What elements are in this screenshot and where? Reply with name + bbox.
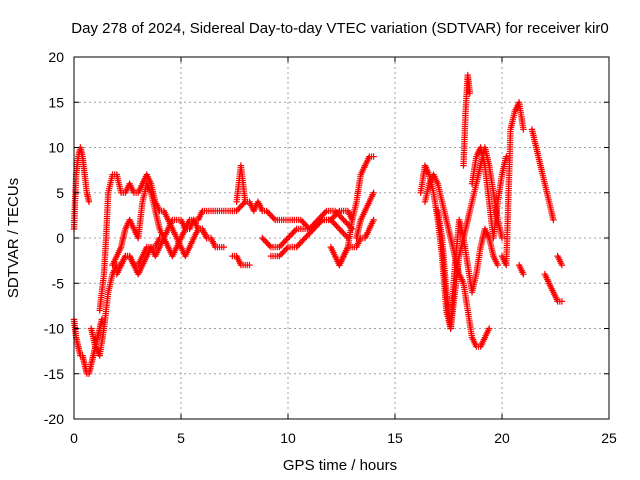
x-tick-label: 15 (387, 430, 403, 446)
series-arc-6 (113, 234, 163, 278)
series-arc-13 (353, 189, 377, 242)
plus-markers (229, 252, 253, 269)
plus-markers (259, 207, 356, 251)
series-arc-10 (259, 207, 356, 251)
y-tick-labels: -20 -15 -10 -5 0 5 10 15 20 (44, 49, 64, 427)
plus-markers (528, 126, 557, 224)
plus-markers (109, 180, 227, 269)
series-arc-15 (421, 171, 493, 350)
x-tick-label: 5 (177, 430, 185, 446)
y-tick-label: -15 (44, 366, 64, 382)
series-arc-22 (541, 271, 566, 305)
y-tick-label: -20 (44, 411, 64, 427)
x-tick-label: 10 (280, 430, 296, 446)
series-arc-19 (498, 99, 527, 269)
plus-markers (421, 171, 493, 350)
series-arc-23 (554, 252, 566, 269)
plus-markers (468, 144, 510, 242)
x-tick-label: 0 (70, 430, 78, 446)
x-axis-label: GPS time / hours (283, 457, 397, 474)
axis-ticks (73, 56, 610, 420)
x-tick-labels: 0 5 10 15 20 25 (70, 430, 617, 446)
series-arc-12 (336, 216, 377, 269)
series-arc-4 (96, 171, 210, 314)
series-arc-8 (233, 162, 356, 233)
plus-markers (541, 271, 566, 305)
plus-markers (498, 99, 527, 269)
plus-markers (515, 261, 527, 278)
y-tick-label: 0 (56, 230, 64, 246)
grid (74, 57, 609, 419)
series-arc-18 (468, 144, 510, 242)
series-arc-20 (515, 261, 527, 278)
series-arc-17 (460, 71, 474, 169)
y-tick-label: 5 (56, 185, 64, 201)
plus-markers (233, 162, 356, 233)
plus-markers (96, 171, 210, 314)
x-tick-label: 20 (494, 430, 510, 446)
y-axis-label: SDTVAR / TECUs (5, 178, 22, 298)
x-tick-label: 25 (601, 430, 617, 446)
plus-markers (554, 252, 566, 269)
y-tick-label: 15 (48, 94, 64, 110)
plus-markers (336, 216, 377, 269)
plus-markers (434, 207, 501, 332)
plus-markers (70, 316, 105, 377)
chart-title: Day 278 of 2024, Sidereal Day-to-day VTE… (71, 20, 608, 37)
y-tick-label: -10 (44, 321, 64, 337)
plus-markers (460, 71, 474, 169)
y-tick-label: -5 (52, 275, 65, 291)
series-arc-16 (434, 207, 501, 332)
series-arc-7 (229, 252, 253, 269)
series-arc-2 (70, 316, 105, 377)
series-arc-5 (109, 180, 227, 269)
y-tick-label: 10 (48, 140, 64, 156)
plus-markers (353, 189, 377, 242)
data-series (70, 71, 566, 377)
y-tick-label: 20 (48, 49, 64, 65)
plus-markers (113, 234, 163, 278)
series-arc-21 (528, 126, 557, 224)
